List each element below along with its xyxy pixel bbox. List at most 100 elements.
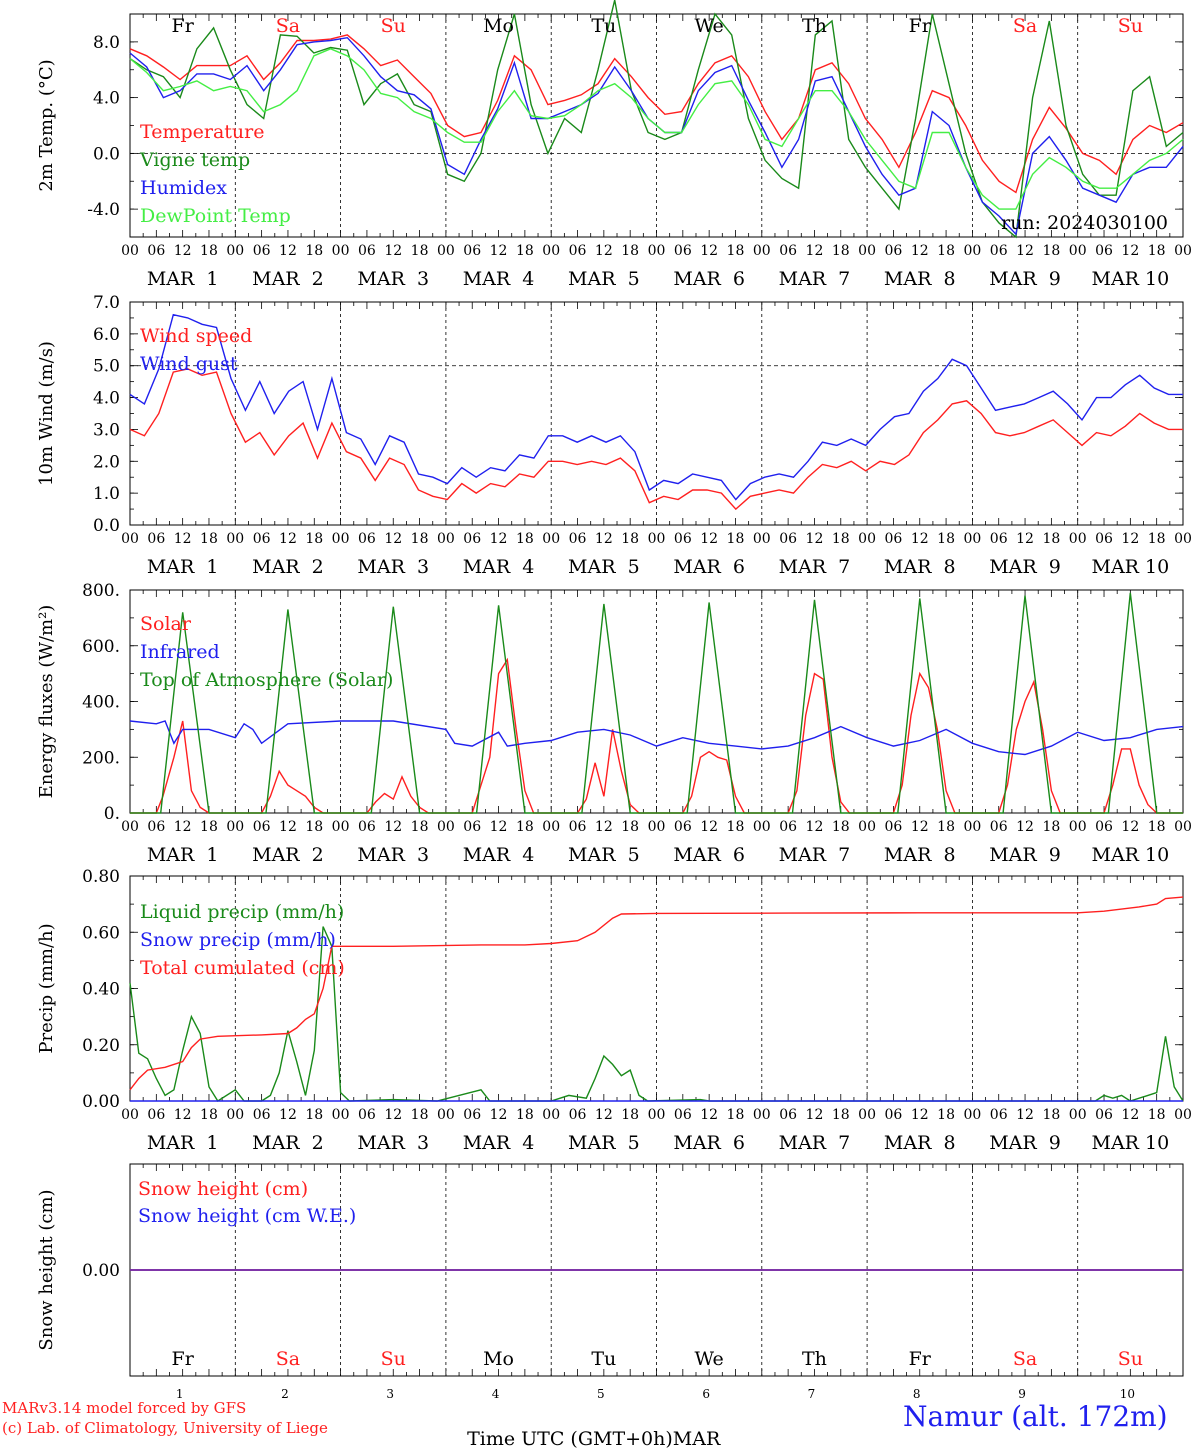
hour-tick-label: 00 [542, 1107, 560, 1123]
hour-tick-label: 12 [806, 1107, 824, 1123]
y-tick-label: 0. [104, 804, 120, 824]
hour-tick-label: 00 [963, 819, 981, 835]
y-axis-label: Precip (mm/h) [36, 923, 57, 1053]
hour-tick-label: 06 [253, 819, 271, 835]
date-label: MAR 9 [989, 268, 1061, 290]
hour-tick-label: 12 [911, 531, 929, 547]
date-label: MAR 1 [147, 844, 219, 866]
day-number-label: 4 [492, 1387, 500, 1401]
hour-tick-label: 06 [569, 531, 587, 547]
hour-tick-label: 00 [226, 1107, 244, 1123]
y-tick-label: 8.0 [93, 33, 120, 53]
series-line-total-cumulated-cm [129, 896, 1184, 1091]
hour-tick-label: 00 [648, 531, 666, 547]
hour-tick-label: 18 [1042, 243, 1060, 259]
hour-tick-label: 00 [121, 819, 139, 835]
day-name-top: Sa [276, 15, 300, 37]
day-name-bottom: Mo [483, 1348, 514, 1370]
hour-tick-label: 06 [885, 243, 903, 259]
legend-entry: Wind gust [140, 353, 238, 375]
date-label: MAR 10 [1091, 556, 1169, 578]
hour-tick-label: 00 [753, 531, 771, 547]
hour-tick-label: 12 [700, 531, 718, 547]
hour-tick-label: 06 [1095, 819, 1113, 835]
hour-tick-label: 18 [727, 1107, 745, 1123]
hour-tick-label: 06 [885, 1107, 903, 1123]
day-name-bottom: Sa [1013, 1348, 1037, 1370]
date-label: MAR 10 [1091, 844, 1169, 866]
panel-3: 0. 200. 400. 600. 800. Energy fluxes (W/m²) 00… [36, 581, 1192, 866]
hour-tick-label: 12 [700, 819, 718, 835]
date-label: MAR 4 [463, 1132, 535, 1154]
date-label: MAR 7 [779, 1132, 851, 1154]
y-tick-label: 6.0 [93, 325, 120, 345]
hour-tick-label: 00 [121, 1107, 139, 1123]
hour-tick-label: 00 [226, 819, 244, 835]
hour-tick-label: 00 [753, 243, 771, 259]
day-name-top: Su [1118, 15, 1143, 37]
date-label: MAR 6 [673, 844, 745, 866]
date-label: MAR 9 [989, 844, 1061, 866]
hour-tick-label: 12 [806, 531, 824, 547]
hour-tick-label: 18 [1042, 1107, 1060, 1123]
hour-tick-label: 06 [147, 531, 165, 547]
hour-tick-label: 18 [516, 531, 534, 547]
date-label: MAR 4 [463, 268, 535, 290]
hour-tick-label: 00 [226, 531, 244, 547]
hour-tick-label: 06 [779, 531, 797, 547]
legend-entry: Snow precip (mm/h) [140, 929, 336, 951]
hour-tick-label: 00 [437, 243, 455, 259]
date-label: MAR 4 [463, 556, 535, 578]
date-label: MAR 6 [673, 556, 745, 578]
day-name-bottom: Sa [276, 1348, 300, 1370]
day-name-bottom: Su [381, 1348, 406, 1370]
hour-tick-label: 18 [832, 819, 850, 835]
hour-tick-label: 18 [937, 243, 955, 259]
day-number-label: 7 [808, 1387, 816, 1401]
hour-tick-label: 06 [463, 1107, 481, 1123]
hour-tick-label: 18 [727, 243, 745, 259]
hour-tick-label: 12 [490, 243, 508, 259]
hour-tick-label: 00 [121, 531, 139, 547]
legend-entry: Temperature [140, 121, 264, 143]
hour-tick-label: 12 [490, 531, 508, 547]
hour-tick-label: 06 [569, 819, 587, 835]
hour-tick-label: 00 [542, 531, 560, 547]
date-label: MAR 10 [1091, 268, 1169, 290]
hour-tick-label: 18 [1148, 243, 1166, 259]
hour-tick-label: 00 [437, 531, 455, 547]
hour-tick-label: 12 [911, 1107, 929, 1123]
day-name-bottom: Su [1118, 1348, 1143, 1370]
legend-entry: Top of Atmosphere (Solar) [140, 669, 393, 691]
hour-tick-label: 18 [1148, 1107, 1166, 1123]
hour-tick-label: 06 [779, 819, 797, 835]
legend-entry: Humidex [140, 177, 227, 199]
hour-tick-label: 06 [569, 243, 587, 259]
date-label: MAR 7 [779, 844, 851, 866]
hour-tick-label: 00 [121, 243, 139, 259]
day-name-top: Mo [483, 15, 514, 37]
legend-entry: DewPoint Temp [140, 205, 291, 227]
y-tick-label: 800. [82, 581, 120, 601]
hour-tick-label: 06 [253, 1107, 271, 1123]
date-label: MAR 8 [884, 1132, 956, 1154]
hour-tick-label: 12 [384, 531, 402, 547]
hour-tick-label: 00 [332, 243, 350, 259]
y-tick-label: 4.0 [93, 389, 120, 409]
hour-tick-label: 06 [569, 1107, 587, 1123]
date-label: MAR 7 [779, 268, 851, 290]
y-tick-label: 0.00 [82, 1261, 120, 1281]
series-line-vigne-temp [129, 0, 1184, 239]
hour-tick-label: 00 [1174, 531, 1192, 547]
x-axis-label: Time UTC (GMT+0h)MAR [455, 1406, 720, 1450]
y-axis-label: 10m Wind (m/s) [36, 341, 57, 486]
hour-tick-label: 06 [358, 243, 376, 259]
series-line-temperature [129, 34, 1184, 194]
hour-tick-label: 18 [516, 819, 534, 835]
legend-entry: Snow height (cm) [138, 1178, 308, 1200]
hour-tick-label: 18 [832, 1107, 850, 1123]
hour-tick-label: 00 [542, 243, 560, 259]
hour-tick-label: 18 [305, 1107, 323, 1123]
hour-tick-label: 00 [648, 1107, 666, 1123]
legend-entry: Snow height (cm W.E.) [138, 1205, 356, 1227]
